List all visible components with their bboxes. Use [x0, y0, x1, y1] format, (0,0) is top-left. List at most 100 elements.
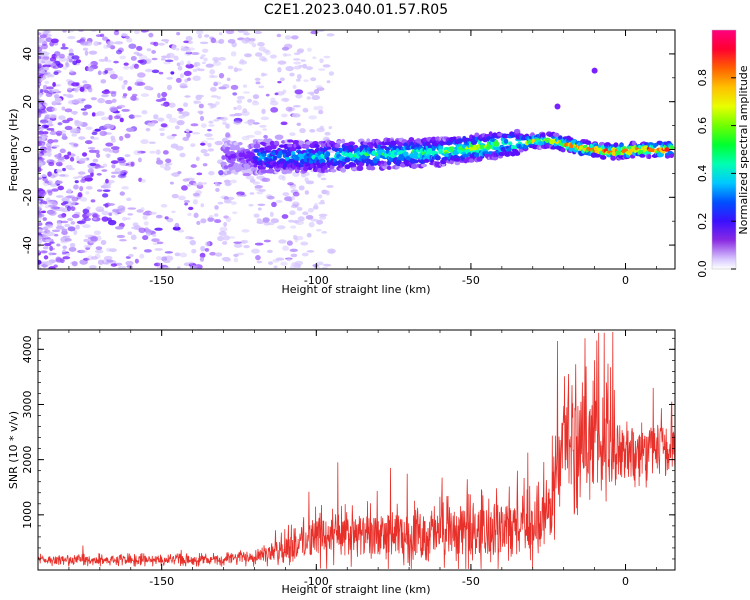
- noise-cell: [202, 182, 208, 185]
- noise-cell: [248, 203, 254, 207]
- noise-cell: [318, 68, 326, 71]
- noise-cell: [40, 210, 46, 214]
- noise-cell: [306, 232, 312, 238]
- noise-cell: [251, 248, 260, 254]
- noise-cell: [191, 131, 201, 135]
- signal-cell: [278, 144, 286, 148]
- spectrogram-marks: [38, 30, 675, 269]
- noise-cell: [164, 251, 174, 254]
- noise-cell: [41, 43, 48, 50]
- spectrogram-y-tick-label: 40: [21, 47, 34, 61]
- signal-cell: [260, 169, 268, 174]
- signal-cell: [493, 141, 500, 147]
- noise-cell: [159, 127, 165, 131]
- snr-y-tick-label: 2000: [21, 446, 34, 474]
- noise-cell: [110, 146, 120, 150]
- noise-cell: [312, 264, 319, 268]
- signal-cell: [615, 150, 623, 156]
- signal-cell: [281, 140, 286, 144]
- noise-cell: [262, 217, 270, 223]
- noise-cell: [128, 43, 137, 49]
- noise-cell: [101, 216, 109, 222]
- noise-cell: [46, 86, 54, 90]
- noise-cell: [130, 95, 137, 101]
- noise-cell: [38, 65, 44, 70]
- noise-cell: [38, 235, 43, 240]
- noise-cell: [83, 238, 90, 243]
- noise-cell: [125, 260, 134, 266]
- noise-cell: [315, 85, 323, 89]
- noise-cell: [79, 197, 88, 202]
- noise-cell: [326, 33, 335, 37]
- noise-cell: [296, 78, 301, 82]
- signal-cell: [237, 141, 243, 146]
- noise-cell: [182, 178, 190, 182]
- noise-cell: [38, 229, 43, 233]
- noise-cell: [166, 113, 173, 119]
- spectrogram-x-tick-label: -150: [149, 274, 174, 287]
- noise-cell: [153, 114, 159, 120]
- noise-cell: [38, 160, 43, 164]
- noise-cell: [128, 114, 135, 119]
- noise-cell: [253, 31, 262, 34]
- noise-cell: [41, 60, 46, 64]
- noise-cell: [62, 245, 67, 250]
- noise-cell: [163, 61, 171, 65]
- noise-cell: [306, 250, 315, 253]
- noise-cell: [197, 34, 203, 39]
- noise-cell: [118, 105, 124, 108]
- noise-cell: [307, 91, 313, 95]
- noise-cell: [281, 175, 286, 181]
- noise-cell: [322, 64, 331, 68]
- spectrogram-x-tick-label: 0: [622, 274, 629, 287]
- noise-cell: [235, 68, 243, 72]
- noise-cell: [108, 114, 113, 121]
- noise-cell: [139, 253, 145, 259]
- noise-cell: [204, 247, 210, 252]
- signal-cell: [619, 143, 624, 148]
- noise-cell: [312, 56, 317, 60]
- noise-cell: [308, 221, 315, 228]
- noise-cell: [89, 162, 97, 167]
- noise-cell: [54, 154, 60, 158]
- signal-cell: [513, 128, 521, 134]
- noise-cell: [326, 185, 334, 188]
- noise-cell: [201, 48, 209, 53]
- noise-cell: [319, 125, 325, 130]
- noise-cell: [255, 81, 261, 85]
- noise-cell: [218, 38, 225, 44]
- signal-cell: [230, 157, 236, 162]
- noise-cell: [218, 86, 227, 90]
- noise-cell: [200, 149, 208, 154]
- noise-cell: [225, 216, 232, 223]
- noise-cell: [123, 65, 130, 70]
- noise-cell: [296, 73, 302, 80]
- noise-cell: [149, 211, 157, 215]
- signal-cell: [287, 139, 294, 143]
- noise-cell: [91, 212, 99, 217]
- noise-cell: [73, 229, 78, 236]
- noise-cell: [38, 207, 42, 212]
- noise-cell: [329, 250, 334, 254]
- noise-cell: [77, 249, 86, 254]
- noise-cell: [213, 119, 220, 122]
- noise-cell: [161, 256, 168, 262]
- noise-cell: [293, 52, 301, 55]
- noise-cell: [83, 244, 92, 249]
- noise-cell: [38, 212, 43, 218]
- noise-cell: [117, 265, 127, 269]
- noise-cell: [257, 207, 262, 211]
- noise-cell: [171, 44, 177, 51]
- noise-cell: [180, 47, 188, 52]
- noise-cell: [151, 57, 158, 61]
- noise-cell: [176, 266, 181, 269]
- noise-cell: [48, 162, 55, 167]
- noise-cell: [193, 182, 198, 187]
- noise-cell: [39, 69, 46, 74]
- noise-cell: [182, 136, 190, 142]
- noise-cell: [117, 173, 127, 179]
- noise-cell: [42, 84, 48, 90]
- signal-cell: [456, 138, 464, 143]
- signal-cell: [498, 151, 505, 157]
- noise-cell: [122, 93, 128, 97]
